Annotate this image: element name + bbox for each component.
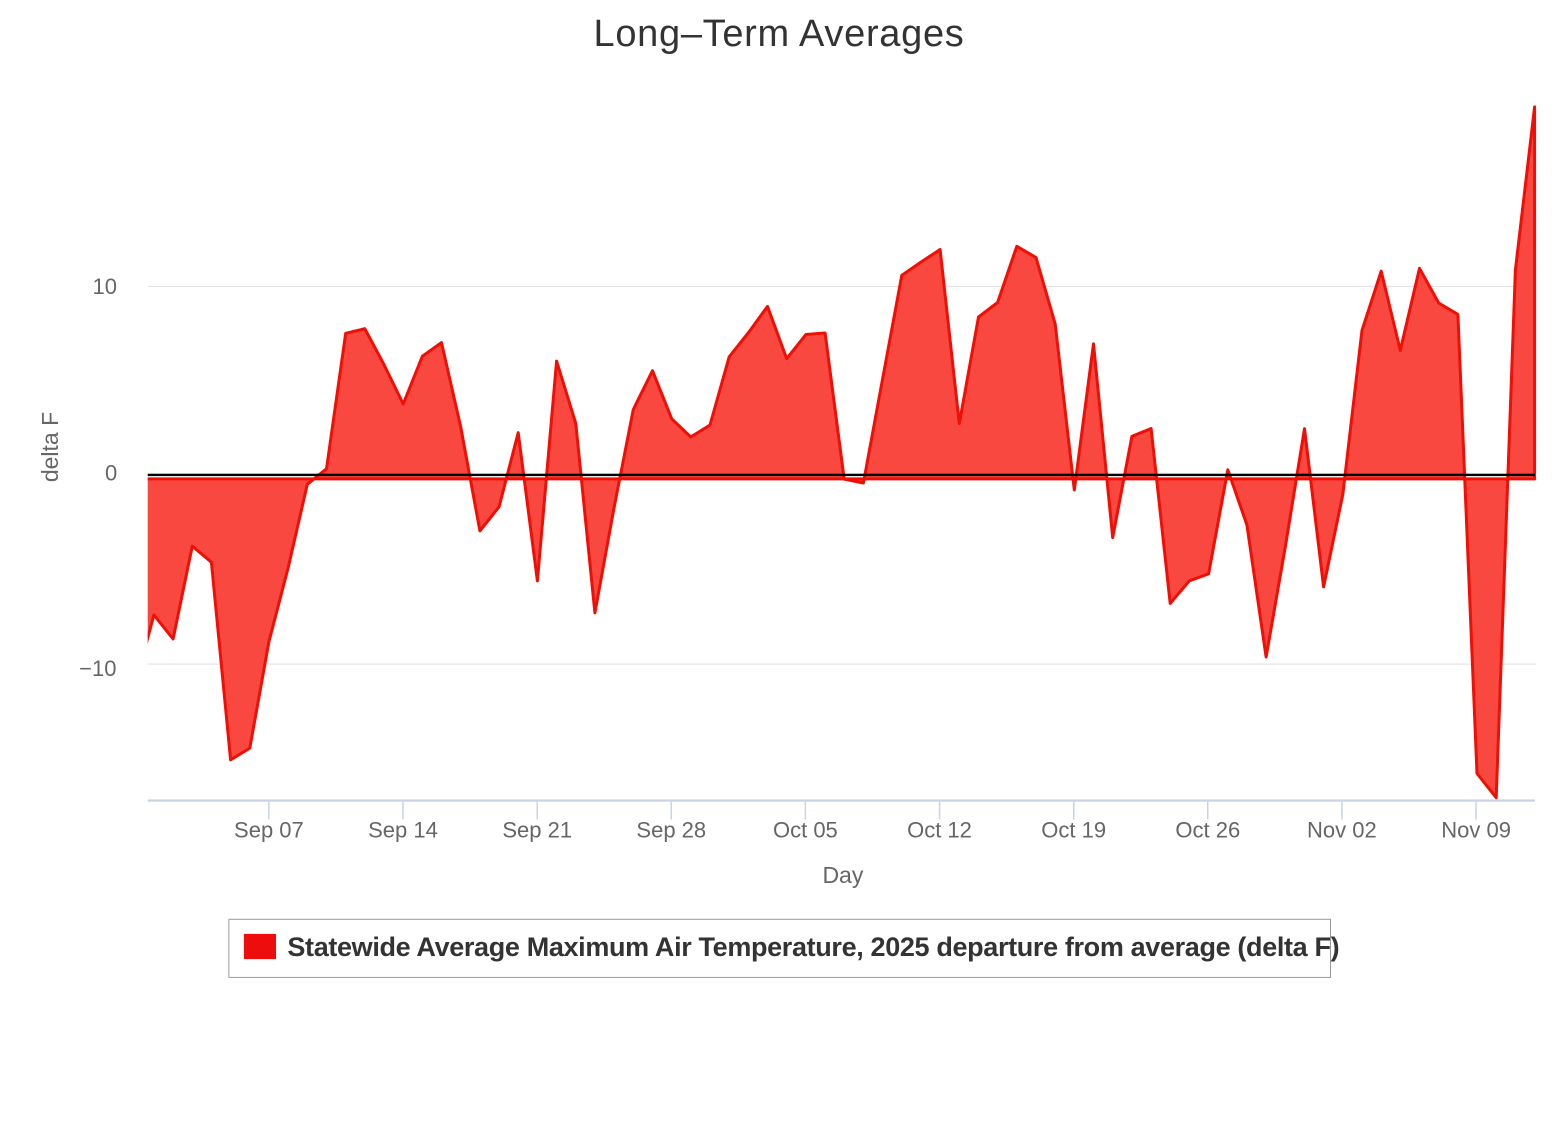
- svg-text:0: 0: [105, 461, 117, 486]
- svg-text:Sep 07: Sep 07: [234, 818, 304, 843]
- svg-text:Statewide Average Maximum Air: Statewide Average Maximum Air Temperatur…: [287, 932, 1339, 962]
- svg-text:Oct 05: Oct 05: [773, 818, 838, 843]
- svg-text:Sep 21: Sep 21: [502, 818, 572, 843]
- svg-text:−10: −10: [79, 656, 116, 681]
- svg-text:Oct 12: Oct 12: [907, 818, 972, 843]
- svg-text:10: 10: [93, 274, 117, 299]
- svg-text:Nov 02: Nov 02: [1307, 818, 1377, 843]
- svg-text:Sep 14: Sep 14: [368, 818, 438, 843]
- svg-text:Sep 28: Sep 28: [636, 818, 706, 843]
- svg-text:Nov 09: Nov 09: [1441, 818, 1511, 843]
- svg-text:Oct 26: Oct 26: [1175, 818, 1240, 843]
- svg-text:Day: Day: [822, 862, 863, 888]
- svg-text:Oct 19: Oct 19: [1041, 818, 1106, 843]
- svg-text:Long–Term Averages: Long–Term Averages: [593, 13, 964, 55]
- svg-text:delta F: delta F: [37, 412, 63, 482]
